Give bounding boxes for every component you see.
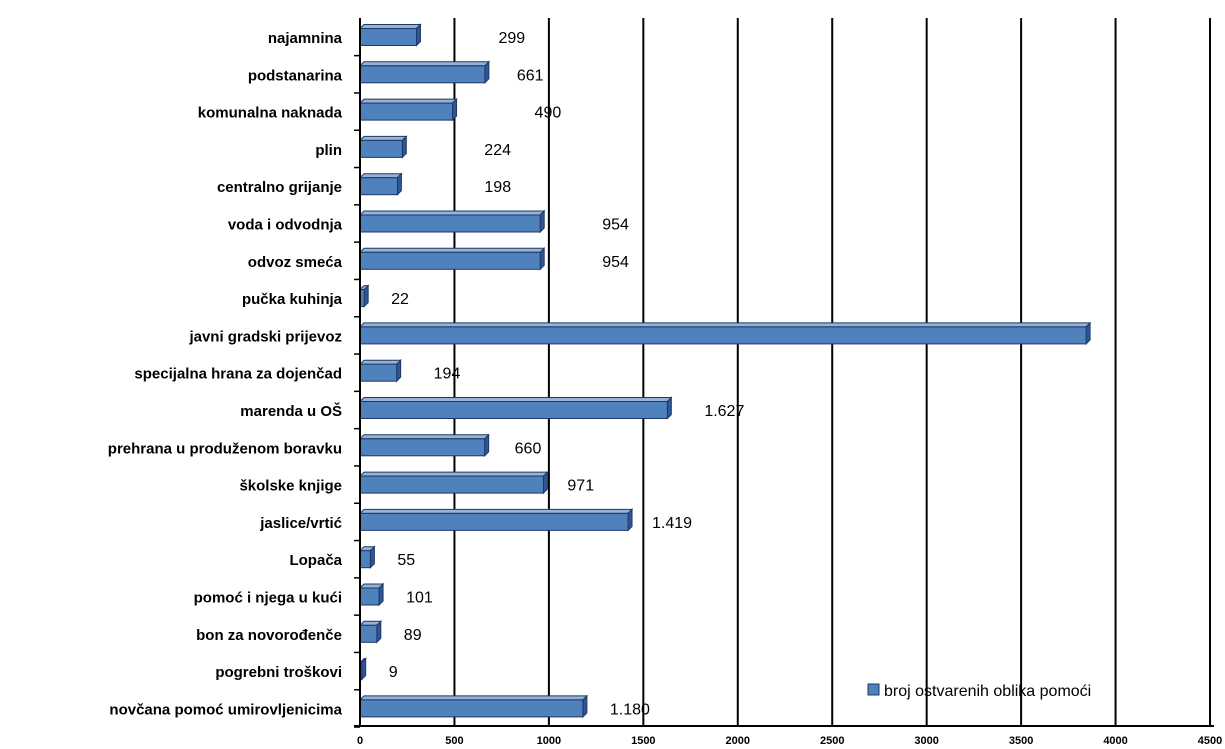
bar bbox=[358, 694, 589, 719]
legend: broj ostvarenih oblika pomoći bbox=[867, 683, 1091, 700]
legend-swatch bbox=[867, 683, 880, 696]
x-tick-label: 4000 bbox=[1103, 735, 1127, 747]
data-label: 971 bbox=[567, 478, 594, 495]
category-label: pomoć i njega u kući bbox=[194, 590, 342, 607]
bar bbox=[358, 358, 402, 383]
category-label: podstanarina bbox=[248, 67, 343, 84]
data-label: 224 bbox=[484, 142, 511, 159]
data-label: 954 bbox=[602, 254, 629, 271]
x-tick-label: 4500 bbox=[1198, 735, 1222, 747]
category-label: pučka kuhinja bbox=[242, 291, 343, 308]
x-tick-label: 500 bbox=[445, 735, 463, 747]
data-label: 660 bbox=[515, 440, 542, 457]
x-tick-label: 1500 bbox=[631, 735, 655, 747]
category-label: komunalna naknada bbox=[198, 105, 343, 122]
data-label: 1.419 bbox=[652, 515, 692, 532]
category-label: voda i odvodnja bbox=[228, 217, 343, 234]
data-label: 194 bbox=[434, 366, 461, 383]
bar bbox=[358, 60, 491, 85]
x-tick-label: 0 bbox=[357, 735, 363, 747]
category-label: prehrana u produženom boravku bbox=[108, 440, 342, 457]
category-label: najamnina bbox=[268, 30, 343, 47]
data-label: 661 bbox=[517, 67, 544, 84]
data-label: 9 bbox=[389, 664, 398, 681]
category-label: centralno grijanje bbox=[217, 179, 342, 196]
bar bbox=[358, 620, 383, 644]
x-tick-label: 2500 bbox=[820, 735, 844, 747]
category-label: Lopača bbox=[289, 552, 342, 569]
category-label: odvoz smeća bbox=[248, 254, 343, 271]
bars bbox=[358, 23, 1092, 719]
data-labels: 299661490224198954954223.8441941.6276609… bbox=[389, 30, 745, 718]
x-tick-label: 1000 bbox=[537, 735, 561, 747]
x-tick-label: 3000 bbox=[914, 735, 938, 747]
data-label: 490 bbox=[535, 105, 562, 122]
bar bbox=[358, 545, 376, 569]
data-label: 89 bbox=[404, 627, 422, 644]
data-label: 55 bbox=[397, 552, 415, 569]
data-label: 101 bbox=[406, 590, 433, 607]
bar bbox=[358, 433, 490, 458]
bar bbox=[358, 247, 546, 271]
data-label: 299 bbox=[498, 30, 525, 47]
axes: 0 500 1000 1500 2000 2500 3000 3500 4000 4500 naja… bbox=[108, 18, 1222, 747]
bar bbox=[358, 209, 546, 234]
data-label: 22 bbox=[391, 291, 409, 308]
bar bbox=[358, 172, 403, 196]
bar bbox=[358, 284, 370, 308]
data-label: 1.180 bbox=[610, 701, 650, 718]
bar bbox=[358, 470, 549, 495]
x-tick-label: 3500 bbox=[1009, 735, 1033, 747]
bar bbox=[358, 321, 1092, 346]
category-label: bon za novorođenče bbox=[196, 627, 342, 644]
bar bbox=[358, 396, 673, 420]
category-label: jaslice/vrtić bbox=[259, 515, 342, 532]
category-label: marenda u OŠ bbox=[240, 402, 342, 420]
category-label: novčana pomoć umirovljenicima bbox=[109, 701, 342, 718]
category-label: javni gradski prijevoz bbox=[188, 328, 342, 345]
bar bbox=[358, 508, 634, 532]
legend-label: broj ostvarenih oblika pomoći bbox=[884, 683, 1091, 700]
gridlines bbox=[453, 18, 1211, 726]
category-label: pogrebni troškovi bbox=[215, 664, 342, 681]
data-label: 198 bbox=[484, 179, 511, 196]
data-label: 954 bbox=[602, 217, 629, 234]
category-label: školske knjige bbox=[239, 478, 342, 495]
bar bbox=[358, 582, 385, 607]
bar bbox=[358, 97, 458, 122]
x-tick-label: 2000 bbox=[726, 735, 750, 747]
data-label: 1.627 bbox=[704, 403, 744, 420]
bar bbox=[358, 23, 422, 47]
category-label: plin bbox=[315, 142, 342, 159]
category-label: specijalna hrana za dojenčad bbox=[134, 366, 342, 383]
bar bbox=[358, 135, 408, 159]
